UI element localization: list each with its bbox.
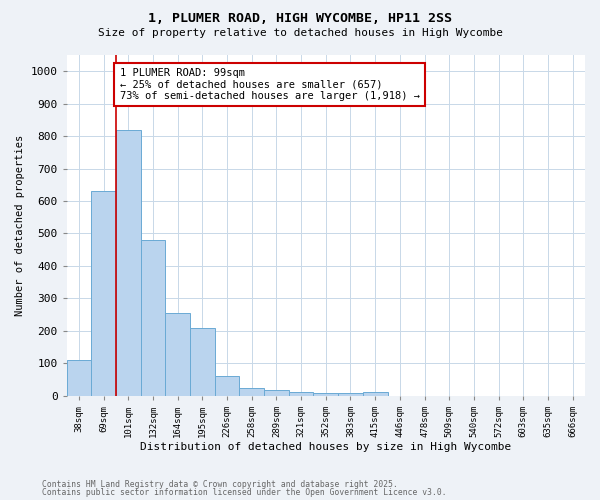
Bar	[116, 130, 140, 396]
Bar	[67, 360, 91, 396]
Bar	[338, 394, 363, 396]
Text: Size of property relative to detached houses in High Wycombe: Size of property relative to detached ho…	[97, 28, 503, 38]
Bar	[363, 392, 388, 396]
Bar	[140, 240, 166, 396]
Text: Contains HM Land Registry data © Crown copyright and database right 2025.: Contains HM Land Registry data © Crown c…	[42, 480, 398, 489]
Bar	[289, 392, 313, 396]
Text: 1, PLUMER ROAD, HIGH WYCOMBE, HP11 2SS: 1, PLUMER ROAD, HIGH WYCOMBE, HP11 2SS	[148, 12, 452, 26]
Bar	[264, 390, 289, 396]
Bar	[215, 376, 239, 396]
Bar	[313, 393, 338, 396]
X-axis label: Distribution of detached houses by size in High Wycombe: Distribution of detached houses by size …	[140, 442, 511, 452]
Y-axis label: Number of detached properties: Number of detached properties	[15, 134, 25, 316]
Text: Contains public sector information licensed under the Open Government Licence v3: Contains public sector information licen…	[42, 488, 446, 497]
Bar	[190, 328, 215, 396]
Bar	[91, 192, 116, 396]
Bar	[166, 313, 190, 396]
Text: 1 PLUMER ROAD: 99sqm
← 25% of detached houses are smaller (657)
73% of semi-deta: 1 PLUMER ROAD: 99sqm ← 25% of detached h…	[119, 68, 419, 101]
Bar	[239, 388, 264, 396]
